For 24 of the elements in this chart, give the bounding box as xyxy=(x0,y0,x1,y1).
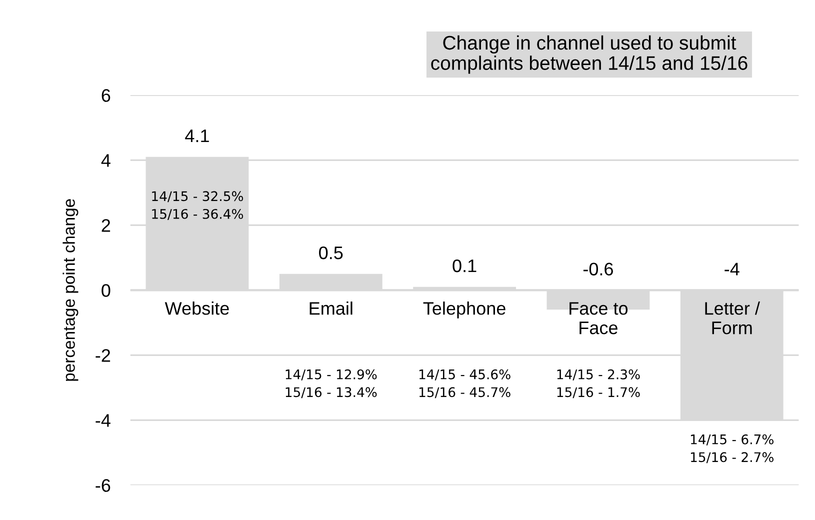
y-tick-label: -6 xyxy=(96,479,110,492)
annotation: 14/15 - 2.3% 15/16 - 1.7% xyxy=(557,369,640,398)
data-label: -4 xyxy=(724,262,740,276)
data-label: 4.1 xyxy=(185,130,209,142)
x-tick-label: Letter / Form xyxy=(705,302,760,334)
y-axis-title: percentage point change xyxy=(62,199,78,381)
y-tick-label: 2 xyxy=(102,219,110,232)
x-tick-label: Website xyxy=(164,302,229,315)
annotation: 14/15 - 12.9% 15/16 - 13.4% xyxy=(286,369,377,398)
data-label: 0.1 xyxy=(452,259,476,272)
annotation: 14/15 - 6.7% 15/16 - 2.7% xyxy=(690,434,774,464)
chart-title: Change in channel used to submit complaints between 14/15 and 15/16 xyxy=(431,35,748,74)
y-tick-label: -4 xyxy=(96,414,110,427)
data-label: -0.6 xyxy=(583,262,613,276)
x-tick-label: Telephone xyxy=(423,302,506,318)
y-tick-label: 6 xyxy=(102,89,110,102)
y-tick-label: -2 xyxy=(96,349,110,362)
y-tick-label: 4 xyxy=(101,154,110,167)
annotation: 14/15 - 45.6% 15/16 - 45.7% xyxy=(419,369,510,398)
y-tick-label: 0 xyxy=(102,284,110,297)
annotation: 14/15 - 32.5% 15/16 - 36.4% xyxy=(152,191,244,220)
x-tick-label: Face to Face xyxy=(570,302,628,334)
data-label: 0.5 xyxy=(319,246,343,260)
x-tick-label: Email xyxy=(310,302,352,315)
